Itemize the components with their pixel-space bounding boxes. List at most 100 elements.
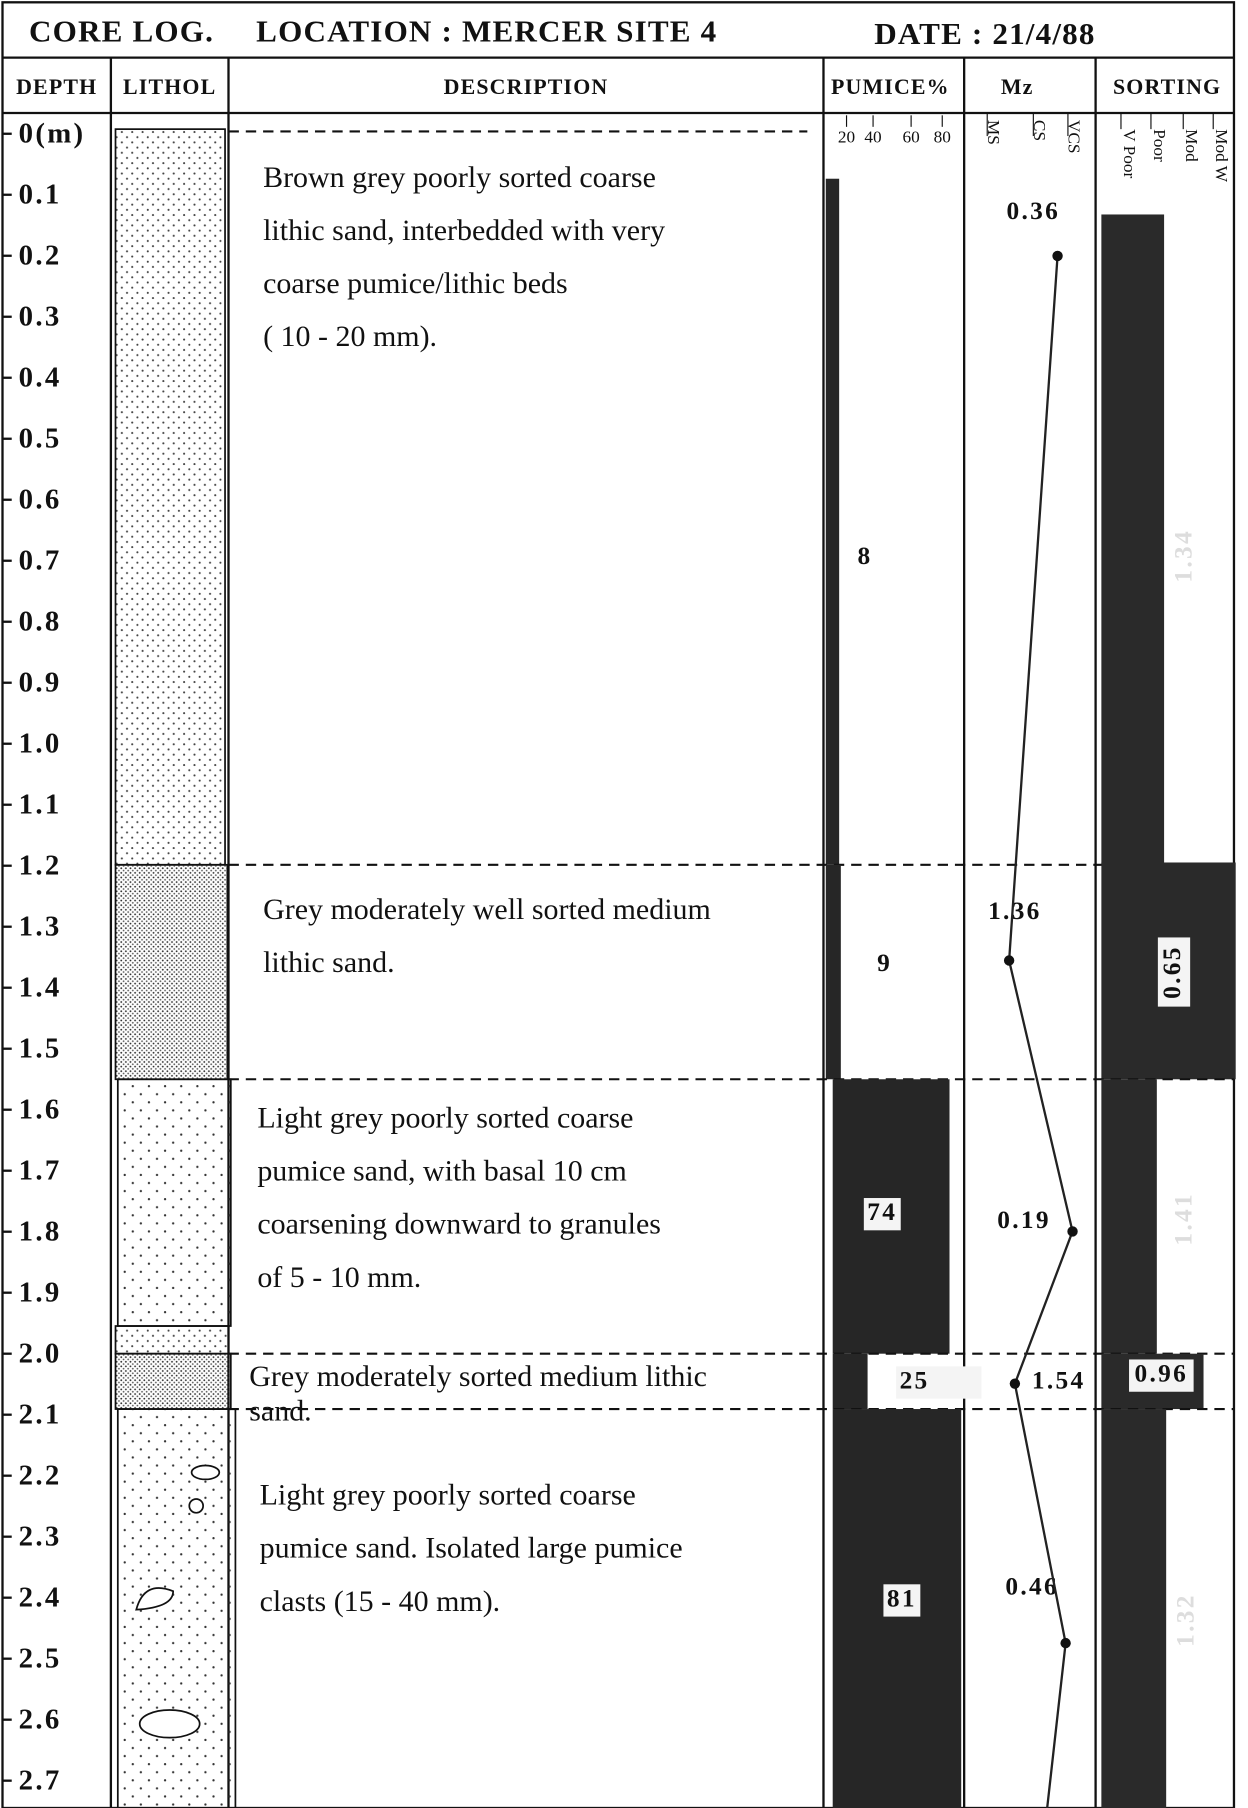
depth-label: 0.8 [19,606,62,638]
pumice-label: 9 [877,949,892,977]
depth-label: 2.1 [19,1399,62,1431]
label-box [896,1366,982,1399]
description-line: of 5 - 10 mm. [257,1261,421,1294]
mz-point [1009,1378,1021,1389]
pumice-label: 8 [857,542,872,570]
depth-label: 1.7 [19,1155,62,1187]
pumice-scale-label: 20 [838,127,855,146]
depth-label: 0.2 [19,240,62,272]
description-line: clasts (15 - 40 mm). [260,1585,501,1618]
depth-label: 0.4 [19,362,62,394]
pumice-label: 81 [887,1584,917,1612]
depth-label: 1.8 [19,1216,62,1248]
depth-label: 2.5 [19,1643,62,1675]
description-line: sand. [249,1395,311,1428]
depth-label: 2.4 [19,1582,62,1614]
depth-label: 2.7 [19,1765,62,1797]
pumice-scale-label: 40 [864,127,881,146]
column-header: LITHOL [123,74,216,99]
depth-label: 1.1 [19,789,62,821]
description-line: Light grey poorly sorted coarse [257,1102,633,1135]
pumice-bar [825,864,841,1080]
depth-label: 1.9 [19,1277,62,1309]
depth-label: 1.2 [19,850,62,882]
title: CORE LOG. [29,14,214,49]
description-line: coarse pumice/lithic beds [263,267,568,300]
depth-label: 0.6 [19,484,62,516]
description-line: pumice sand, with basal 10 cm [257,1155,627,1188]
mz-point [1003,955,1015,966]
content: DEPTH LITHOL DESCRIPTION PUMICE% Mz SORTING 20… [2,74,1236,1808]
mz-scale-label: CS [1030,120,1049,141]
description-line: pumice sand. Isolated large pumice [260,1532,683,1565]
pumice-bar [832,1353,868,1410]
column-header: DEPTH [16,74,97,99]
date: DATE : 21/4/88 [874,16,1095,51]
mz-scale-label: MS [984,120,1003,145]
mz-point [1060,1637,1071,1649]
lithology [114,128,237,1808]
column-header: DESCRIPTION [444,74,609,99]
sorting-label: 0.65 [1158,945,1186,999]
pumice-label: 25 [900,1366,930,1394]
mz-point [1052,250,1063,262]
pumice-bar [825,178,840,865]
mz-line [1007,255,1074,1808]
sorting-label: 0.96 [1135,1359,1189,1387]
column-header: SORTING [1113,74,1221,99]
sorting-label: 1.32 [1172,1593,1200,1647]
depth-label: 0.5 [19,423,62,455]
sorting-bar [1101,1079,1157,1354]
label-box [863,1198,901,1231]
column-header: Mz [1001,74,1034,99]
description-line: ( 10 - 20 mm). [263,320,437,353]
depth-label: 2.0 [19,1338,62,1370]
mz-label: 0.36 [1007,197,1061,225]
depth-label: 1.4 [19,972,62,1004]
label-box [1157,937,1191,1007]
depth-label: 1.6 [19,1094,62,1126]
description-line: lithic sand, interbedded with very [263,214,665,247]
depth-label: 0.1 [19,179,62,211]
mz-point [1067,1226,1078,1237]
description-line: Grey moderately well sorted medium [263,893,711,926]
depth-label: 2.6 [19,1704,62,1736]
depth-label: 2.3 [19,1521,62,1553]
depth-label: 0(m) [19,118,86,150]
sorting-label: 1.41 [1169,1192,1197,1246]
mz-label: 1.54 [1032,1366,1086,1394]
sorting-scale-label: Mod W [1212,129,1231,183]
mz-scale-label: VCS [1065,120,1084,154]
sorting-scale-label: Poor [1150,129,1169,162]
depth-label: 1.5 [19,1033,62,1065]
description-line: Grey moderately sorted medium lithic [249,1360,707,1393]
depth-label: 1.3 [19,911,62,943]
sorting-bar [1101,214,1165,865]
label-box [1129,1359,1194,1392]
description-line: Light grey poorly sorted coarse [260,1479,636,1512]
pumice-label: 74 [867,1198,897,1226]
mz-label: 0.46 [1005,1573,1059,1601]
sorting-scale-label: V Poor [1120,129,1139,178]
depth-label: 1.0 [19,728,62,760]
description-line: Brown grey poorly sorted coarse [263,161,656,194]
description-line: lithic sand. [263,946,395,979]
depth-label: 0.7 [19,545,62,577]
sorting-label: 1.34 [1169,529,1197,583]
pumice-scale-label: 60 [902,127,919,146]
depth-label: 0.3 [19,301,62,333]
location: LOCATION : MERCER SITE 4 [256,14,717,49]
label-box [883,1584,921,1617]
depth-label: 0.9 [19,667,62,699]
mz-label: 0.19 [997,1206,1051,1234]
column-header: PUMICE% [831,74,950,99]
sorting-bar [1101,1409,1167,1808]
mz-label: 1.36 [988,897,1042,925]
description-line: coarsening downward to granules [257,1208,661,1241]
pumice-scale-label: 80 [934,127,951,146]
sorting-scale-label: Mod [1182,129,1201,162]
depth-label: 2.2 [19,1460,62,1492]
